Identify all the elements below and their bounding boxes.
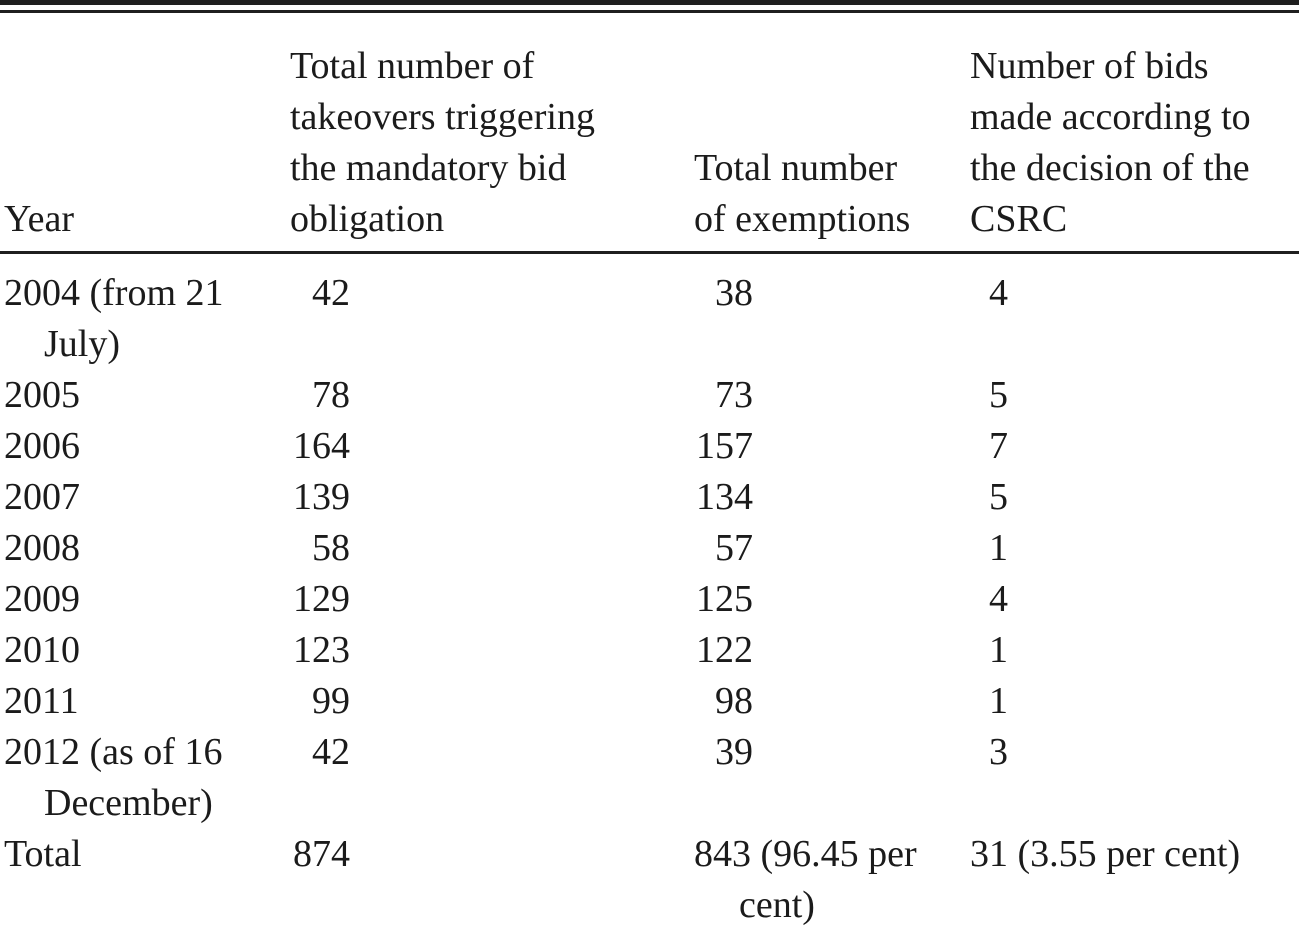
total-label: Total: [4, 833, 82, 875]
table-body: 2004 (from 21 July) 42 38 4 2005 78 73 5…: [0, 253, 1299, 930]
takeovers-value: 129: [293, 578, 350, 620]
year-label: 2010: [4, 629, 80, 671]
table-row-2007: 2007 139 134 5: [0, 472, 1299, 523]
takeovers-value: 58: [312, 527, 350, 569]
year-label: 2011: [4, 680, 79, 722]
bids-value: 1: [989, 527, 1008, 569]
exemptions-value: 157: [696, 425, 753, 467]
column-header-takeovers: Total number of takeovers triggering the…: [290, 13, 694, 254]
takeovers-total-value: 874: [293, 833, 350, 875]
bids-value: 4: [989, 272, 1008, 314]
exemptions-value: 134: [696, 476, 753, 518]
exemptions-value: 73: [715, 374, 753, 416]
bids-value: 5: [989, 476, 1008, 518]
table-row-2009: 2009 129 125 4: [0, 574, 1299, 625]
takeovers-value: 164: [293, 425, 350, 467]
column-header-bids: Number of bids made according to the dec…: [970, 13, 1299, 254]
bids-value: 5: [989, 374, 1008, 416]
column-header-year: Year: [0, 13, 290, 254]
bids-value: 7: [989, 425, 1008, 467]
header-row: Year Total number of takeovers triggerin…: [0, 13, 1299, 254]
year-label: 2004 (from 21 July): [4, 272, 224, 365]
table-row-2011: 2011 99 98 1: [0, 676, 1299, 727]
bids-value: 3: [989, 731, 1008, 773]
table-row-2004: 2004 (from 21 July) 42 38 4: [0, 253, 1299, 371]
year-label: 2012 (as of 16 December): [4, 731, 223, 824]
column-header-exemptions: Total number of exemptions: [694, 13, 970, 254]
exemptions-value: 122: [696, 629, 753, 671]
takeovers-value: 78: [312, 374, 350, 416]
takeovers-value: 139: [293, 476, 350, 518]
year-label: 2005: [4, 374, 80, 416]
takeovers-value: 123: [293, 629, 350, 671]
table-row-total: Total 874 843 (96.45 per cent) 31 (3.55 …: [0, 829, 1299, 930]
exemptions-value: 39: [715, 731, 753, 773]
table-row-2005: 2005 78 73 5: [0, 370, 1299, 421]
bids-value: 4: [989, 578, 1008, 620]
year-label: 2008: [4, 527, 80, 569]
table-row-2010: 2010 123 122 1: [0, 625, 1299, 676]
year-label: 2006: [4, 425, 80, 467]
table-header: Year Total number of takeovers triggerin…: [0, 13, 1299, 254]
bids-value: 1: [989, 629, 1008, 671]
table-top-rule: [0, 0, 1299, 13]
exemptions-value: 98: [715, 680, 753, 722]
table-row-2006: 2006 164 157 7: [0, 421, 1299, 472]
exemptions-total-value: 843 (96.45 per cent): [694, 833, 917, 926]
takeovers-value: 42: [312, 272, 350, 314]
table-row-2008: 2008 58 57 1: [0, 523, 1299, 574]
exemptions-value: 57: [715, 527, 753, 569]
takeover-statistics-table: Year Total number of takeovers triggerin…: [0, 13, 1299, 930]
bids-total-value: 31 (3.55 per cent): [970, 833, 1241, 875]
year-label: 2007: [4, 476, 80, 518]
table-row-2012: 2012 (as of 16 December) 42 39 3: [0, 727, 1299, 829]
takeovers-value: 42: [312, 731, 350, 773]
bids-value: 1: [989, 680, 1008, 722]
exemptions-value: 125: [696, 578, 753, 620]
takeovers-value: 99: [312, 680, 350, 722]
year-label: 2009: [4, 578, 80, 620]
exemptions-value: 38: [715, 272, 753, 314]
